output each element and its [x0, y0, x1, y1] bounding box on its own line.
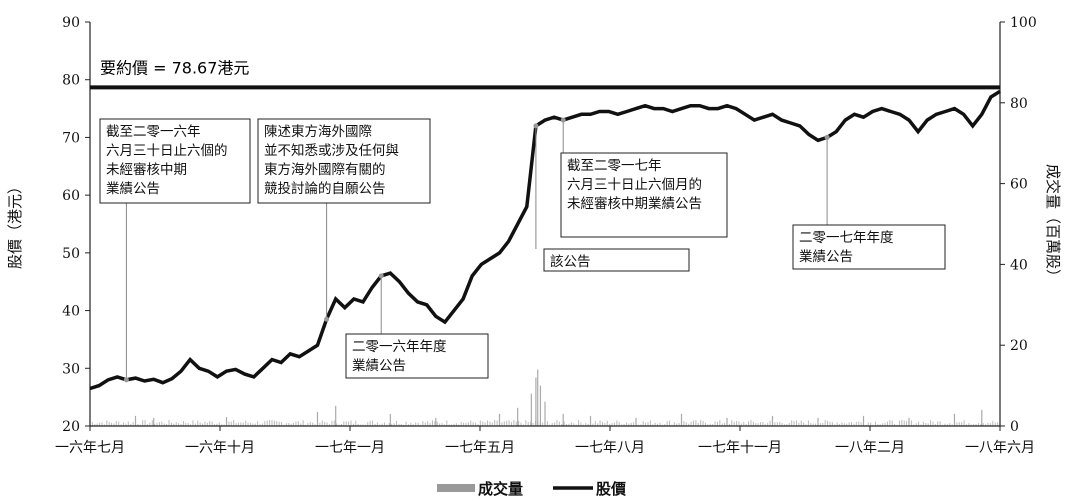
volume-series [89, 369, 999, 426]
left-tick-label: 60 [62, 188, 80, 204]
annotation-marker [824, 134, 830, 140]
annotation-callout: 該公告 [533, 123, 690, 272]
annotation-text: 陳述東方海外國際 [264, 124, 372, 140]
annotation-box [792, 224, 946, 270]
left-tick-label: 80 [62, 73, 80, 89]
price-series-line [89, 89, 1001, 391]
annotations: 截至二零一六年六月三十日止六個的未經審核中期業績公告陳述東方海外國際並不知悉或涉… [99, 117, 946, 383]
x-tick-label: 一六年七月 [55, 440, 125, 456]
right-tick-label: 100 [1010, 15, 1037, 31]
legend-volume-swatch [437, 484, 475, 492]
annotation-text: 二零一六年年度 [352, 339, 447, 355]
annotation-text: 並不知悉或涉及任何與 [264, 142, 399, 159]
left-tick-label: 50 [62, 246, 80, 262]
legend-price-label: 股價 [596, 480, 627, 498]
x-tick-label: 一八年二月 [835, 440, 905, 456]
annotation-marker [378, 273, 384, 279]
x-tick-label: 一七年五月 [445, 440, 515, 456]
annotation-text: 六月三十日止六個月的 [567, 177, 702, 193]
annotation-text: 截至二零一六年 [106, 124, 201, 140]
left-tick-label: 20 [62, 419, 80, 435]
right-tick-label: 60 [1010, 177, 1028, 193]
annotation-text: 未經審核中期 [106, 162, 187, 178]
annotation-text: 競投討論的自願公告 [264, 181, 386, 197]
x-tick-label: 一七年十一月 [698, 440, 782, 456]
annotation-marker [324, 316, 330, 322]
annotation-box [560, 152, 728, 238]
annotation-marker [533, 123, 539, 129]
left-tick-label: 40 [62, 304, 80, 320]
annotation-box [99, 118, 251, 204]
left-tick-label: 30 [62, 361, 80, 377]
annotation-text: 六月三十日止六個的 [106, 143, 228, 159]
annotation-box [543, 248, 690, 272]
x-tick-label: 一六年十月 [185, 440, 255, 456]
annotation-marker [560, 117, 566, 123]
left-tick-label: 90 [62, 15, 80, 31]
annotation-text: 業績公告 [799, 249, 853, 265]
annotation-text: 業績公告 [352, 358, 406, 374]
annotation-box [345, 333, 489, 379]
x-tick-label: 一七年八月 [575, 440, 645, 456]
right-axis-title: 成交量（百萬股） [1044, 164, 1062, 284]
x-tick-label: 一八年六月 [965, 440, 1035, 456]
annotation-text: 二零一七年年度 [799, 230, 894, 246]
x-tick-label: 一七年一月 [315, 440, 385, 456]
annotation-text: 截至二零一七年 [567, 158, 662, 174]
strike-price-label: 要約價 = 78.67港元 [100, 58, 249, 77]
annotation-box [257, 118, 431, 204]
annotation-text: 未經審核中期業績公告 [567, 196, 702, 212]
right-tick-label: 20 [1010, 338, 1028, 354]
left-tick-label: 70 [62, 130, 80, 146]
left-axis-title: 股價（港元） [6, 179, 24, 269]
right-tick-label: 40 [1010, 257, 1028, 273]
legend-volume-label: 成交量 [478, 480, 523, 498]
annotation-text: 東方海外國際有關的 [264, 162, 386, 178]
annotation-marker [123, 377, 129, 383]
annotation-text: 該公告 [550, 254, 591, 270]
right-tick-label: 80 [1010, 96, 1028, 112]
annotation-text: 業績公告 [106, 181, 160, 197]
right-tick-label: 0 [1010, 419, 1019, 435]
